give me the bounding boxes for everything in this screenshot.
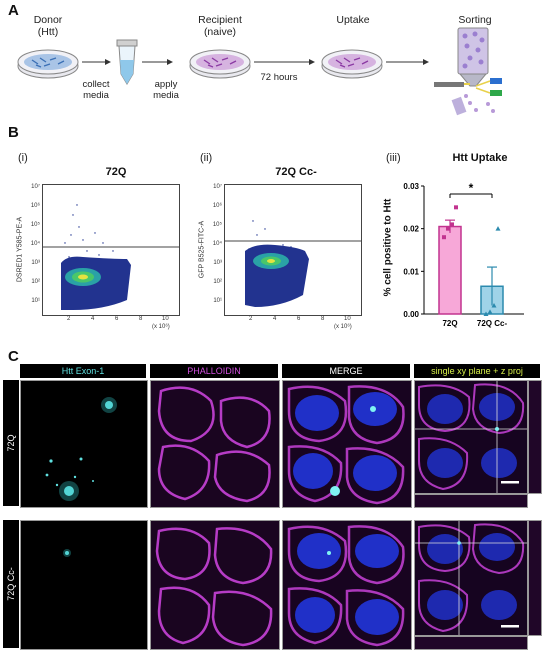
panel-letter-b: B [8,124,19,141]
data-point [483,311,489,316]
data-point [442,235,446,240]
image-72q-htt [20,380,148,508]
donor-dish-icon [17,49,79,79]
uptake-dish-icon [321,49,383,79]
step-recipient-label: Recipient (naive) [198,14,242,38]
image-72q-merge [282,380,412,508]
image-72q-z-proj-bottom [414,494,528,508]
bar-chart-title: Htt Uptake [452,152,508,164]
bar-y-tick-label: 0.02 [403,225,419,234]
data-point [495,226,501,231]
flow-plot-2-yticks: 10⁷ 10⁶ 10⁵ 10⁴ 10³ 10² 10¹ [212,184,222,304]
image-72q-xy-plane [414,380,528,494]
tube-icon [116,39,138,85]
image-72q-cc-merge [282,520,412,650]
bar-y-tick-label: 0.00 [403,310,419,319]
flow-plot-1-xticks: 2 4 6 8 10 [67,316,169,322]
image-72q-cc-z-proj-bottom [414,636,528,650]
column-header-htt: Htt Exon-1 [20,364,146,378]
sublabel-i: (i) [18,152,28,164]
flow-plot-1-ylabel: DSRED1 Y585-PE-A [16,216,24,283]
flow-plot-2-ylabel: GFP B525-FITC-A [198,220,206,279]
flow-plot-1 [42,184,180,316]
image-72q-phalloidin [150,380,280,508]
image-72q-cc-phalloidin [150,520,280,650]
arrow-collect-media-label: collect media [82,79,110,101]
step-donor-label: Donor (Htt) [33,14,63,38]
bar-chart-ylabel: % cell positive to Htt [382,198,394,297]
data-point [454,205,458,210]
data-point [487,309,493,314]
recipient-dish-icon [189,49,251,79]
flow-plot-2 [224,184,362,316]
sublabel-iii: (iii) [386,152,401,164]
data-point [450,222,454,227]
panel-letter-a: A [8,2,19,19]
image-72q-z-proj-side [528,380,542,494]
column-header-merge: MERGE [282,364,410,378]
cell-sorter-icon [434,27,502,116]
row-label-72q: 72Q [3,380,19,506]
panel-letter-c: C [8,348,19,365]
bar-0 [438,225,462,315]
flow-plot-1-yticks: 10⁷ 10⁶ 10⁵ 10⁴ 10³ 10² 10¹ [30,184,40,304]
bar-category-label: 72Q Cc- [477,319,508,328]
flow-plot-2-xticks: 2 4 6 8 10 [249,316,351,322]
bar-y-tick-label: 0.03 [403,182,419,191]
step-uptake-label: Uptake [336,14,370,26]
flow-plot-1-xunit: (x 10⁶) [152,324,170,330]
bar-chart: 0.00 0.01 0.02 0.03 72Q 72Q Cc- * [403,181,524,328]
row-label-72q-cc: 72Q Cc- [3,520,19,648]
significance-star: * [469,181,474,195]
bar-chart-ylabel-wrap: % cell positive to Htt [378,184,400,314]
step-sorting-label: Sorting [458,14,492,26]
data-point [446,226,450,231]
column-header-phalloidin: PHALLOIDIN [150,364,278,378]
data-point [491,302,497,308]
bar-category-label: 72Q [442,319,457,328]
image-72q-cc-xy-plane [414,520,528,636]
flow-plot-1-title: 72Q [105,166,127,178]
arrow-72-hours-label: 72 hours [260,72,298,83]
bar-y-tick-label: 0.01 [403,267,419,276]
column-header-xy-plane: single xy plane + z proj [414,364,540,378]
flow-plot-2-xunit: (x 10⁶) [334,324,352,330]
arrow-apply-media-label: apply media [153,79,179,101]
workflow-diagram [17,27,502,116]
image-72q-cc-z-proj-side [528,520,542,636]
sublabel-ii: (ii) [200,152,213,164]
image-72q-cc-htt [20,520,148,650]
flow-plot-2-title: 72Q Cc- [275,166,317,178]
